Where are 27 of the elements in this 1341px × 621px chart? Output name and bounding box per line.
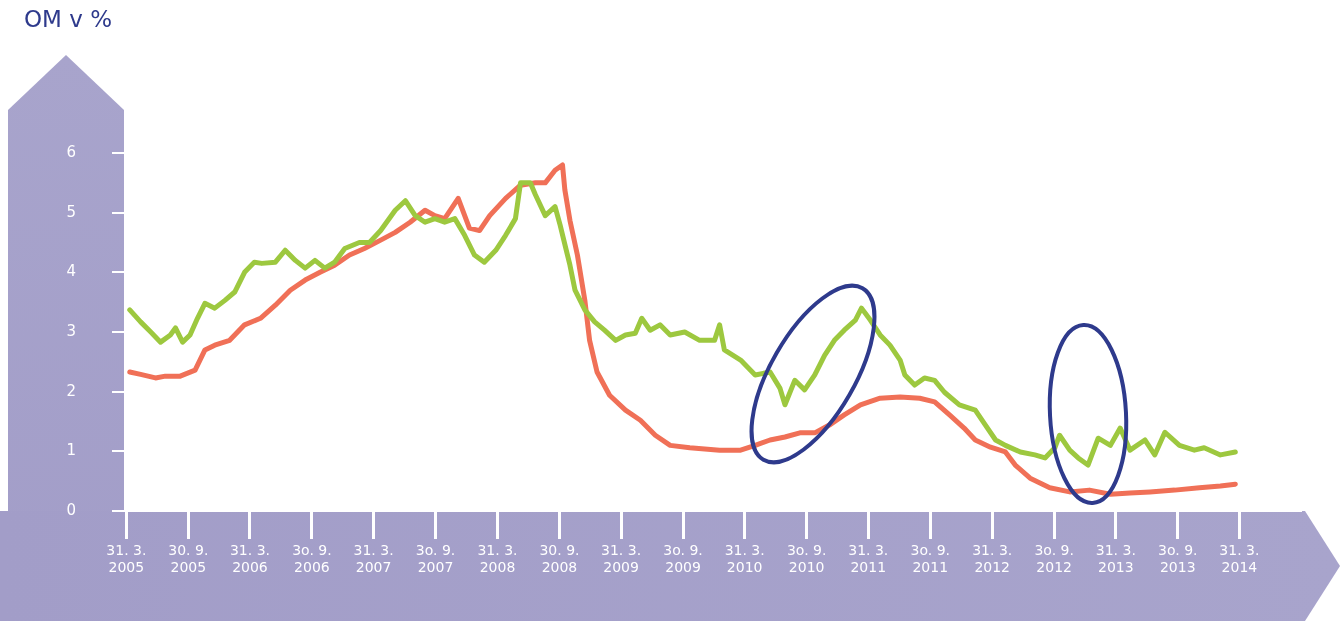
x-tick-label: 3o. 9. 2013 <box>1158 542 1198 575</box>
y-tick-label: 6 <box>66 142 76 161</box>
x-tick-label: 31. 3. 2011 <box>848 542 889 575</box>
x-tick-label: 30. 9. 2005 <box>168 542 209 575</box>
y-tick-label: 1 <box>66 441 76 460</box>
x-tick-label: 3o. 9. 2012 <box>1034 542 1074 575</box>
x-tick-label: 31. 3. 2010 <box>724 542 765 575</box>
x-tick-label: 3o. 9. 2009 <box>663 542 703 575</box>
x-tick-label: 31. 3. 2006 <box>229 542 270 575</box>
x-tick-label: 3o. 9. 2011 <box>910 542 950 575</box>
y-tick-label: 3 <box>66 321 76 340</box>
y-tick-label: 5 <box>66 202 76 221</box>
x-tick-label: 31. 3. 2012 <box>972 542 1013 575</box>
x-tick-label: 31. 3. 2007 <box>353 542 394 575</box>
y-tick-label: 2 <box>66 381 76 400</box>
x-tick-label: 31. 3. 2014 <box>1219 542 1260 575</box>
y-tick-label: 4 <box>66 262 76 281</box>
x-tick-label: 31. 3. 2009 <box>601 542 642 575</box>
y-axis-title: OM v % <box>24 6 113 32</box>
y-tick-label: 0 <box>66 500 76 519</box>
x-tick-label: 3o. 9. 2007 <box>415 542 456 575</box>
x-tick-label: 30. 9. 2008 <box>539 542 580 575</box>
x-tick-label: 31. 3. 2013 <box>1095 542 1136 575</box>
x-tick-label: 3o. 9. 2006 <box>292 542 332 575</box>
x-tick-label: 31. 3. 2008 <box>477 542 518 575</box>
x-tick-label: 3o. 9. 2010 <box>786 542 827 575</box>
x-tick-label: 31. 3. 2005 <box>106 542 147 575</box>
